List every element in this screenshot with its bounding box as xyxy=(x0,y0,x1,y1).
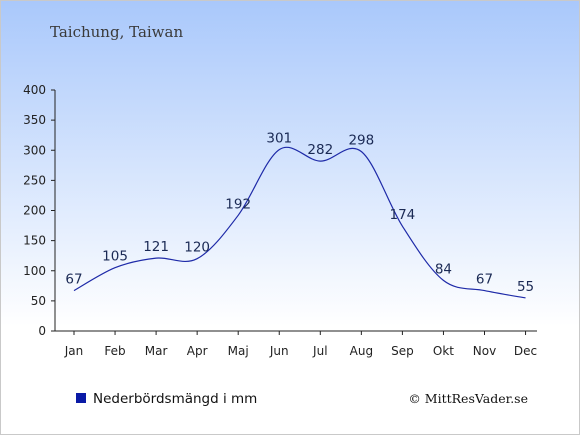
y-tick-label: 0 xyxy=(38,324,46,338)
data-label: 174 xyxy=(390,207,416,223)
x-tick-label: Apr xyxy=(187,344,208,358)
y-tick-label: 50 xyxy=(31,294,46,308)
legend-swatch xyxy=(76,393,86,403)
data-label: 55 xyxy=(517,279,534,295)
data-labels: 67 105 121 120 192 301 282 298 174 84 67 55 xyxy=(65,131,534,295)
x-tick-label: Feb xyxy=(104,344,125,358)
x-tick-label: Okt xyxy=(433,344,454,358)
x-axis-ticks: Jan Feb Mar Apr Maj Jun Jul Aug Sep Okt Nov Dec xyxy=(64,331,537,358)
precipitation-line xyxy=(73,146,526,299)
location-title: Taichung, Taiwan xyxy=(50,23,183,41)
x-tick-label: Jun xyxy=(269,344,289,358)
data-label: 301 xyxy=(266,131,292,147)
y-tick-label: 150 xyxy=(23,234,46,248)
credit-text: © MittResVader.se xyxy=(408,391,528,406)
data-label: 282 xyxy=(307,142,333,158)
x-tick-label: Jul xyxy=(312,344,327,358)
data-label: 192 xyxy=(225,196,251,212)
x-tick-label: Aug xyxy=(350,344,373,358)
x-tick-label: Dec xyxy=(514,344,537,358)
y-tick-label: 250 xyxy=(23,173,46,187)
y-tick-label: 300 xyxy=(23,143,46,157)
y-tick-label: 400 xyxy=(23,83,46,97)
data-label: 105 xyxy=(102,249,128,265)
y-axis-ticks: 0 50 100 150 200 250 300 350 400 xyxy=(23,83,55,338)
y-tick-label: 100 xyxy=(23,264,46,278)
x-tick-label: Nov xyxy=(473,344,496,358)
y-tick-label: 350 xyxy=(23,113,46,127)
data-label: 84 xyxy=(435,261,452,277)
x-tick-label: Sep xyxy=(391,344,414,358)
x-tick-label: Mar xyxy=(145,344,168,358)
data-label: 120 xyxy=(184,240,210,256)
x-tick-label: Maj xyxy=(228,344,249,358)
data-label: 67 xyxy=(476,272,493,288)
data-label: 67 xyxy=(65,272,82,288)
legend-label: Nederbördsmängd i mm xyxy=(93,391,257,407)
y-tick-label: 200 xyxy=(23,204,46,218)
data-label: 121 xyxy=(143,239,169,255)
data-label: 298 xyxy=(348,132,374,148)
x-tick-label: Jan xyxy=(64,344,84,358)
